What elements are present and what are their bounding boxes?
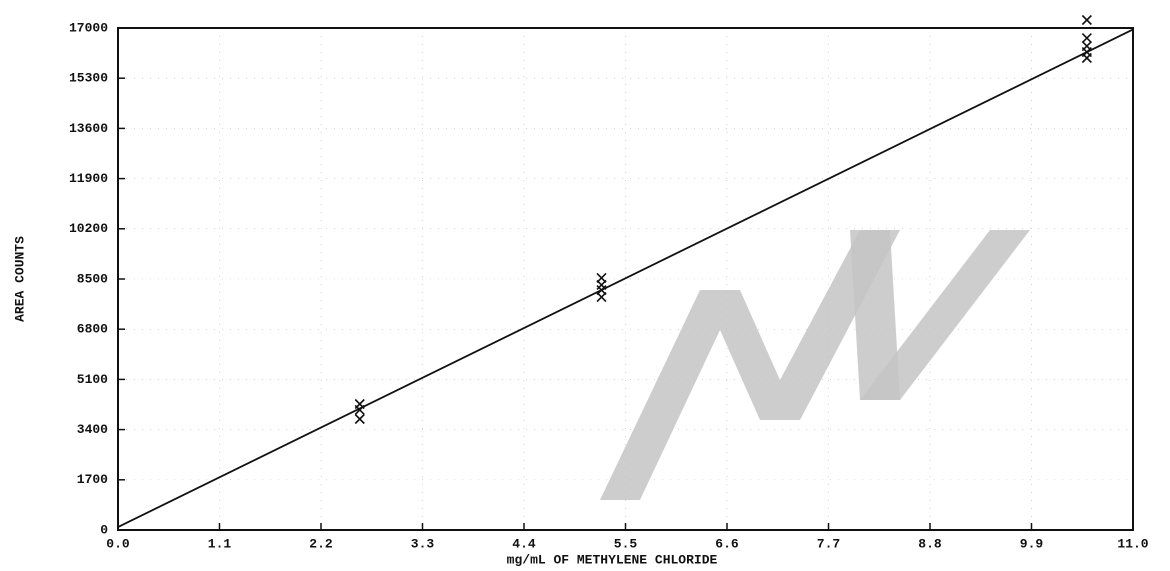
x-axis-label: mg/mL OF METHYLENE CHLORIDE bbox=[507, 552, 718, 567]
y-tick-label: 0 bbox=[100, 522, 108, 537]
y-axis-label: AREA COUNTS bbox=[12, 236, 27, 322]
x-tick-label: 5.5 bbox=[614, 536, 638, 551]
x-tick-label: 9.9 bbox=[1020, 536, 1044, 551]
x-tick-label: 0.0 bbox=[106, 536, 130, 551]
marker-stroke bbox=[1081, 14, 1092, 26]
point-marker bbox=[1081, 52, 1092, 64]
watermark bbox=[600, 230, 900, 500]
marker-stroke bbox=[596, 291, 607, 303]
x-tick-label: 4.4 bbox=[512, 536, 536, 551]
y-tick-label: 10200 bbox=[69, 221, 108, 236]
plot-frame bbox=[117, 27, 1134, 531]
marker-stroke bbox=[354, 413, 365, 425]
point-marker bbox=[1081, 32, 1092, 44]
y-tick-label: 13600 bbox=[69, 121, 108, 136]
y-tick-label: 8500 bbox=[77, 271, 108, 286]
point-marker bbox=[354, 413, 365, 425]
x-tick-label: 11.0 bbox=[1117, 536, 1148, 551]
point-marker bbox=[1081, 14, 1092, 26]
x-tick-label: 8.8 bbox=[918, 536, 942, 551]
x-tick-label: 1.1 bbox=[208, 536, 232, 551]
marker-stroke bbox=[1081, 52, 1092, 64]
y-tick-label: 5100 bbox=[77, 372, 108, 387]
x-tick-label: 6.6 bbox=[715, 536, 739, 551]
x-tick-label: 3.3 bbox=[411, 536, 435, 551]
y-tick-label: 17000 bbox=[69, 20, 108, 35]
y-tick-label: 15300 bbox=[69, 71, 108, 86]
watermark bbox=[850, 230, 900, 400]
y-tick-label: 1700 bbox=[77, 472, 108, 487]
y-tick-label: 6800 bbox=[77, 322, 108, 337]
y-tick-label: 11900 bbox=[69, 171, 108, 186]
point-marker bbox=[596, 291, 607, 303]
fit-line bbox=[117, 28, 1134, 528]
x-tick-label: 7.7 bbox=[817, 536, 840, 551]
y-tick-label: 3400 bbox=[77, 422, 108, 437]
marker-stroke bbox=[1081, 32, 1092, 44]
x-tick-label: 2.2 bbox=[309, 536, 333, 551]
watermark bbox=[860, 230, 1030, 400]
